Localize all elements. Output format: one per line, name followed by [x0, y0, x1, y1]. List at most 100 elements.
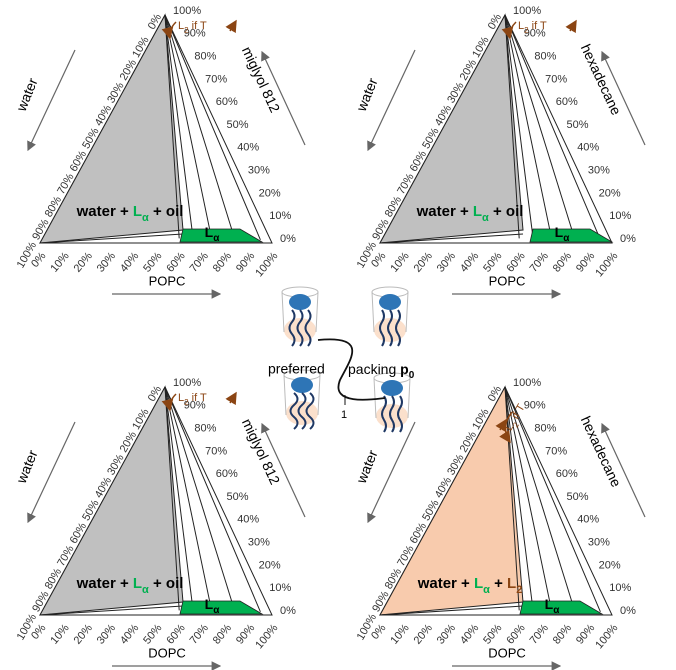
right-axis-label: hexadecane	[578, 41, 625, 117]
right-tick-label: 30%	[248, 537, 270, 549]
bottom-tick-label: 80%	[211, 250, 234, 275]
right-tick-label: 100%	[173, 5, 201, 17]
bottom-tick-label: 100%	[593, 622, 620, 651]
bottom-axis-label: DOPC	[148, 645, 186, 660]
right-tick-label: 20%	[259, 187, 281, 199]
bottom-tick-label: 50%	[141, 622, 164, 647]
center-label: preferred	[268, 361, 325, 377]
bottom-tick-label: 60%	[164, 250, 187, 275]
right-tick-label: 40%	[237, 142, 259, 154]
right-tick-label: 40%	[237, 514, 259, 526]
right-tick-label: 50%	[227, 119, 249, 131]
right-axis-label: hexadecane	[578, 413, 625, 489]
bottom-tick-label: 60%	[164, 622, 187, 647]
ternary-panel: 0%0%0%10%10%10%20%20%20%30%30%30%40%40%4…	[353, 5, 645, 294]
right-tick-label: 30%	[588, 165, 610, 177]
right-tick-label: 0%	[620, 233, 636, 245]
region-label-part: L	[474, 575, 483, 592]
bottom-tick-label: 40%	[118, 250, 141, 275]
lipid-cartoon	[284, 370, 320, 429]
left-axis-arrow	[368, 50, 415, 150]
bottom-tick-label: 70%	[188, 250, 211, 275]
bottom-tick-label: 70%	[188, 622, 211, 647]
temperature-arrow	[230, 393, 236, 403]
center-label: packing p0	[348, 361, 415, 381]
phase-label-part: α	[563, 233, 570, 244]
bottom-tick-label: 30%	[95, 250, 118, 275]
region-label-part: water +	[417, 575, 474, 592]
bottom-tick-label: 10%	[48, 250, 71, 275]
bottom-tick-label: 100%	[593, 250, 620, 279]
bottom-tick-label: 100%	[253, 622, 280, 651]
right-tick-label: 20%	[259, 559, 281, 571]
center-label-part: packing	[348, 361, 400, 377]
bottom-tick-label: 30%	[435, 622, 458, 647]
right-tick-label: 100%	[513, 377, 541, 389]
right-tick-label: 60%	[556, 468, 578, 480]
phase-label-part: α	[213, 233, 220, 244]
region-label-part: + oil	[149, 575, 184, 592]
ternary-panel: 0%0%0%10%10%10%20%20%20%30%30%30%40%40%4…	[13, 377, 305, 666]
bottom-tick-label: 60%	[504, 622, 527, 647]
bottom-tick-label: 70%	[528, 622, 551, 647]
region-label-part: water +	[76, 575, 133, 592]
region-label-part: L	[133, 203, 142, 220]
region-label-part: L	[507, 575, 516, 592]
bottom-tick-label: 20%	[72, 622, 95, 647]
bottom-tick-label: 50%	[141, 250, 164, 275]
right-tick-label: 80%	[534, 423, 556, 435]
marker-label: 1	[341, 409, 347, 421]
right-tick-label: 100%	[513, 5, 541, 17]
left-axis-label: water	[13, 447, 41, 486]
ternary-panel: 0%0%0%10%10%10%20%20%20%30%30%30%40%40%4…	[13, 5, 305, 294]
left-axis-arrow	[368, 422, 415, 522]
left-axis-arrow	[28, 50, 75, 150]
right-tick-label: 10%	[609, 582, 631, 594]
right-tick-label: 10%	[269, 210, 291, 222]
note-label-part: if T	[189, 392, 207, 404]
region-label-part: water +	[76, 203, 133, 220]
right-tick-label: 60%	[216, 96, 238, 108]
note-label-part: if T	[189, 20, 207, 32]
region-label-part: +	[490, 575, 507, 592]
center-label-part: 0	[409, 370, 415, 381]
right-tick-label: 30%	[248, 165, 270, 177]
right-tick-label: 80%	[194, 51, 216, 63]
head-group	[289, 294, 311, 310]
bottom-tick-label: 80%	[211, 622, 234, 647]
bottom-tick-label: 30%	[435, 250, 458, 275]
bottom-axis-label: POPC	[149, 273, 186, 288]
bottom-tick-label: 100%	[253, 250, 280, 279]
bottom-tick-label: 30%	[95, 622, 118, 647]
bottom-tick-label: 10%	[48, 622, 71, 647]
lipid-cartoon	[282, 287, 318, 346]
head-group	[379, 294, 401, 310]
left-axis-label: water	[353, 75, 381, 114]
right-tick-label: 0%	[280, 233, 296, 245]
right-tick-label: 10%	[609, 210, 631, 222]
right-tick-label: 100%	[173, 377, 201, 389]
right-axis-label: miglyol 812	[239, 44, 284, 115]
region-label-part: + oil	[149, 203, 184, 220]
right-tick-label: 20%	[599, 559, 621, 571]
left-axis-label: water	[13, 75, 41, 114]
bottom-tick-label: 20%	[412, 250, 435, 275]
phase-label-part: α	[553, 605, 560, 616]
region-label-part: L	[133, 575, 142, 592]
phase-label-part: α	[213, 605, 220, 616]
right-axis-label: miglyol 812	[239, 416, 284, 487]
bottom-tick-label: 60%	[504, 250, 527, 275]
bottom-tick-label: 50%	[481, 622, 504, 647]
right-tick-label: 70%	[205, 445, 227, 457]
bottom-tick-label: 40%	[118, 622, 141, 647]
right-tick-label: 80%	[534, 51, 556, 63]
right-tick-label: 70%	[545, 73, 567, 85]
temperature-arrow	[230, 21, 236, 31]
lipid-cartoon	[372, 287, 408, 346]
right-tick-label: 0%	[280, 605, 296, 617]
region-label-part: water +	[416, 203, 473, 220]
right-tick-label: 50%	[567, 491, 589, 503]
right-tick-label: 40%	[577, 142, 599, 154]
right-tick-label: 0%	[620, 605, 636, 617]
head-group	[291, 377, 313, 393]
